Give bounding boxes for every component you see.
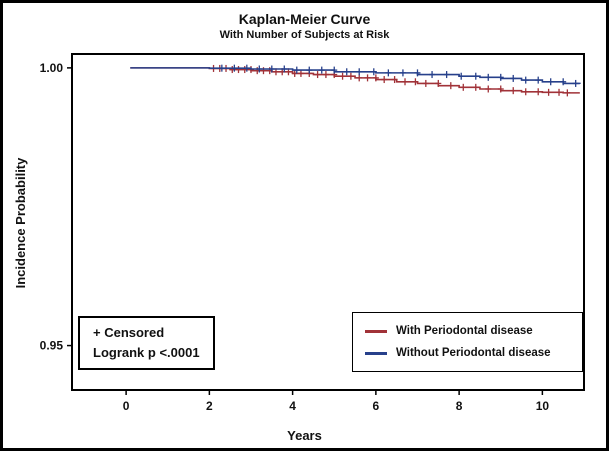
svg-text:4: 4 <box>289 399 296 413</box>
chart-title: Kaplan-Meier Curve <box>238 11 371 27</box>
legend-item-without-pd: Without Periodontal disease <box>365 347 570 359</box>
svg-text:2: 2 <box>206 399 213 413</box>
legend-item-with-pd: With Periodontal disease <box>365 325 570 337</box>
svg-text:0.95: 0.95 <box>40 339 64 353</box>
legend-line-red <box>365 329 387 333</box>
svg-text:8: 8 <box>456 399 463 413</box>
annotation-box: + Censored Logrank p <.0001 <box>78 316 215 371</box>
svg-text:1.00: 1.00 <box>40 61 64 75</box>
legend-line-blue <box>365 351 387 355</box>
legend-label-with-pd: With Periodontal disease <box>396 325 533 337</box>
logrank-note: Logrank p <.0001 <box>93 345 200 361</box>
legend: With Periodontal disease Without Periodo… <box>352 312 583 372</box>
legend-label-without-pd: Without Periodontal disease <box>396 347 551 359</box>
svg-text:6: 6 <box>373 399 380 413</box>
svg-text:0: 0 <box>123 399 130 413</box>
svg-text:10: 10 <box>536 399 550 413</box>
x-axis-label: Years <box>287 428 322 443</box>
censored-note: + Censored <box>93 325 165 340</box>
chart-subtitle: With Number of Subjects at Risk <box>219 29 390 41</box>
